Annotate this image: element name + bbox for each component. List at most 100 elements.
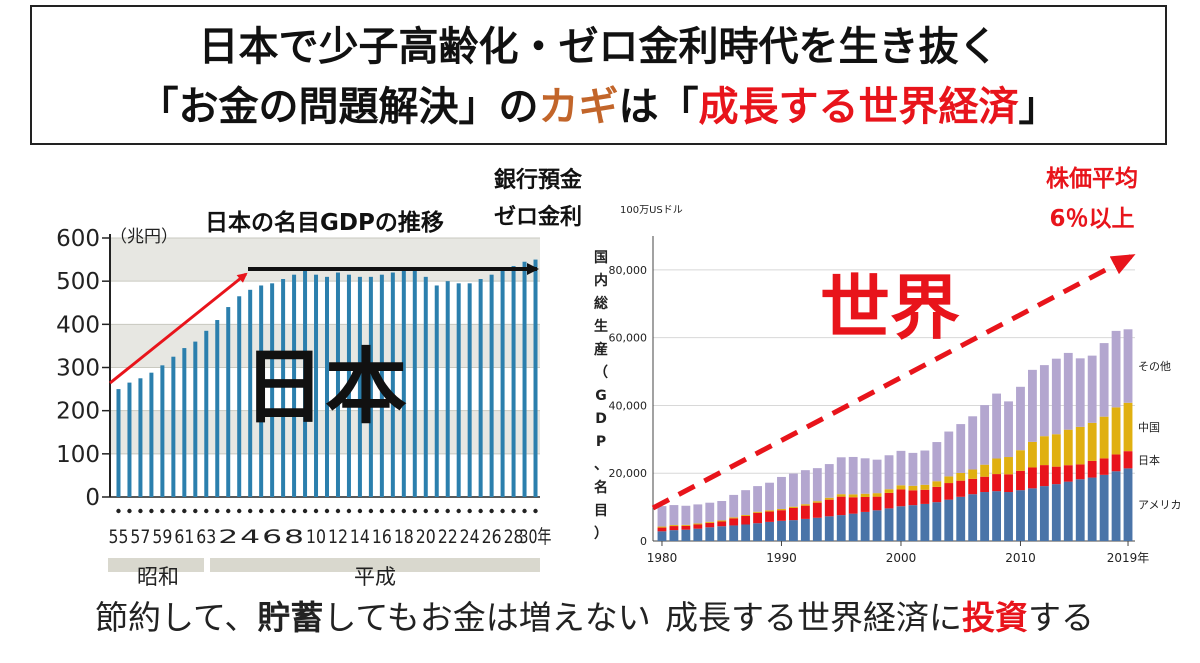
world-gdp-segment <box>812 468 822 502</box>
world-gdp-segment <box>836 515 846 541</box>
world-gdp-segment <box>1063 429 1073 466</box>
japan-axis-dot <box>160 508 165 514</box>
world-gdp-segment <box>896 485 906 490</box>
japan-gdp-bar <box>248 289 253 497</box>
japan-x-tick-label: 28 <box>504 526 524 548</box>
japan-gdp-bar <box>456 283 461 497</box>
japan-gdp-bar <box>226 307 231 497</box>
world-gdp-segment <box>741 524 751 541</box>
world-gdp-segment <box>717 520 727 522</box>
world-gdp-segment <box>717 526 727 541</box>
world-gdp-segment <box>1087 355 1097 423</box>
world-gdp-segment <box>1051 358 1061 435</box>
heisei-era-label: 平成 <box>354 565 396 589</box>
japan-gdp-bar <box>259 285 264 497</box>
japan-gdp-bar <box>303 270 308 497</box>
world-gdp-segment <box>741 490 751 516</box>
japan-gdp-bar <box>434 285 439 497</box>
world-y-label-char: 生 <box>594 318 608 335</box>
world-gdp-segment <box>693 523 703 525</box>
world-gdp-segment <box>992 458 1001 475</box>
world-gdp-segment <box>681 529 691 541</box>
world-gdp-segment <box>1063 465 1073 482</box>
world-gdp-segment <box>956 496 966 541</box>
world-series-label: 中国 <box>1138 421 1160 434</box>
japan-axis-dot <box>247 508 253 514</box>
world-x-tick-labels: 1980 1990 2000 2010 2019年 <box>647 541 1149 565</box>
japan-x-tick-label: 16 <box>372 526 392 548</box>
world-gdp-segment <box>717 521 727 527</box>
japan-x-tick-label: 20 <box>416 526 436 548</box>
world-gdp-segment <box>705 527 715 541</box>
world-gdp-segment <box>980 405 990 465</box>
world-x-tick-label: 1990 <box>766 551 797 565</box>
world-gdp-segment <box>968 478 978 495</box>
world-gdp-segment <box>812 517 822 541</box>
world-gdp-segment <box>1075 479 1085 541</box>
world-gdp-segment <box>693 528 703 541</box>
world-gdp-segment <box>836 457 846 495</box>
world-gdp-segment <box>908 490 918 506</box>
world-gdp-segment <box>1051 434 1061 467</box>
world-gdp-segment <box>860 493 870 497</box>
headline-line-2-part-a: 「お金の問題解決」の <box>138 84 539 130</box>
world-gdp-segment <box>765 521 774 541</box>
world-gdp-segment <box>968 416 978 470</box>
world-gdp-segment <box>1004 457 1013 475</box>
right-caption-a: 成長する世界経済に <box>665 598 962 637</box>
world-gdp-segment <box>705 522 715 528</box>
world-gdp-segment <box>1123 468 1133 541</box>
left-caption: 節約して、貯蓄してもお金は増えない <box>95 596 651 640</box>
world-gdp-segment <box>1087 460 1097 478</box>
japan-gdp-bar <box>412 268 417 497</box>
world-y-tick-labels: 0 20,000 40,000 60,000 80,000 <box>609 264 648 548</box>
world-y-label-char: P <box>596 434 606 450</box>
world-gdp-segment <box>753 486 762 512</box>
japan-x-tick-label: 4 <box>240 526 260 548</box>
growth-arrow <box>109 272 248 385</box>
japan-gdp-bar <box>368 276 373 497</box>
japan-gdp-bar <box>138 378 143 497</box>
japan-axis-dot <box>412 508 417 514</box>
world-gdp-segment <box>860 496 870 512</box>
world-x-tick-label: 1980 <box>647 551 678 565</box>
japan-axis-dot <box>467 508 472 514</box>
japan-gdp-bars <box>116 259 538 497</box>
bank-deposit-label: 銀行預金 <box>494 167 583 193</box>
headline-line-2-part-c: 」 <box>1018 84 1059 130</box>
japan-axis-dot <box>127 508 132 514</box>
world-gdp-segment <box>908 485 918 491</box>
world-gdp-segment <box>1039 365 1049 437</box>
japan-gdp-bar <box>237 296 242 497</box>
showa-era-label: 昭和 <box>137 565 179 589</box>
world-gdp-segment <box>1063 481 1073 541</box>
japan-axis-dot <box>522 508 527 514</box>
world-gdp-segment <box>860 458 870 494</box>
japan-axis-dot <box>269 508 275 514</box>
japan-axis-dot <box>226 508 231 514</box>
world-gdp-segment <box>1016 470 1025 491</box>
world-gdp-segment <box>1111 330 1121 408</box>
japan-gdp-bar <box>357 276 362 497</box>
left-caption-savings: 貯蓄 <box>257 598 324 637</box>
japan-y-tick-label: 400 <box>56 312 100 338</box>
world-gdp-segment <box>1039 465 1049 487</box>
world-x-tick-label: 2000 <box>886 551 917 565</box>
world-gdp-segment <box>1016 490 1025 541</box>
world-gdp-segment <box>920 484 930 490</box>
world-gdp-segment <box>980 476 990 493</box>
world-y-label-char: 内 <box>594 272 608 289</box>
world-gdp-segment <box>800 505 810 519</box>
world-gdp-segment <box>741 515 751 516</box>
world-y-tick-label: 20,000 <box>609 467 648 480</box>
world-gdp-segment <box>848 497 858 514</box>
japan-axis-dot <box>379 508 385 514</box>
world-series-label: その他 <box>1138 360 1171 373</box>
world-gdp-segment <box>872 493 882 497</box>
japan-axis-dot <box>456 508 461 514</box>
japan-gdp-bar <box>423 276 428 497</box>
japan-axis-dot <box>215 508 220 514</box>
japan-overlay-label: 日本 <box>243 340 407 435</box>
